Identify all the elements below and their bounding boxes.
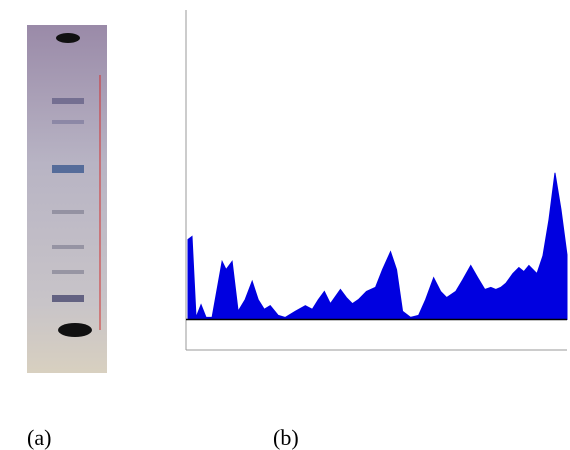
profile-area xyxy=(187,172,568,320)
caption-b: (b) xyxy=(273,425,299,450)
caption-a: (a) xyxy=(27,425,51,450)
gel-image xyxy=(27,25,107,373)
